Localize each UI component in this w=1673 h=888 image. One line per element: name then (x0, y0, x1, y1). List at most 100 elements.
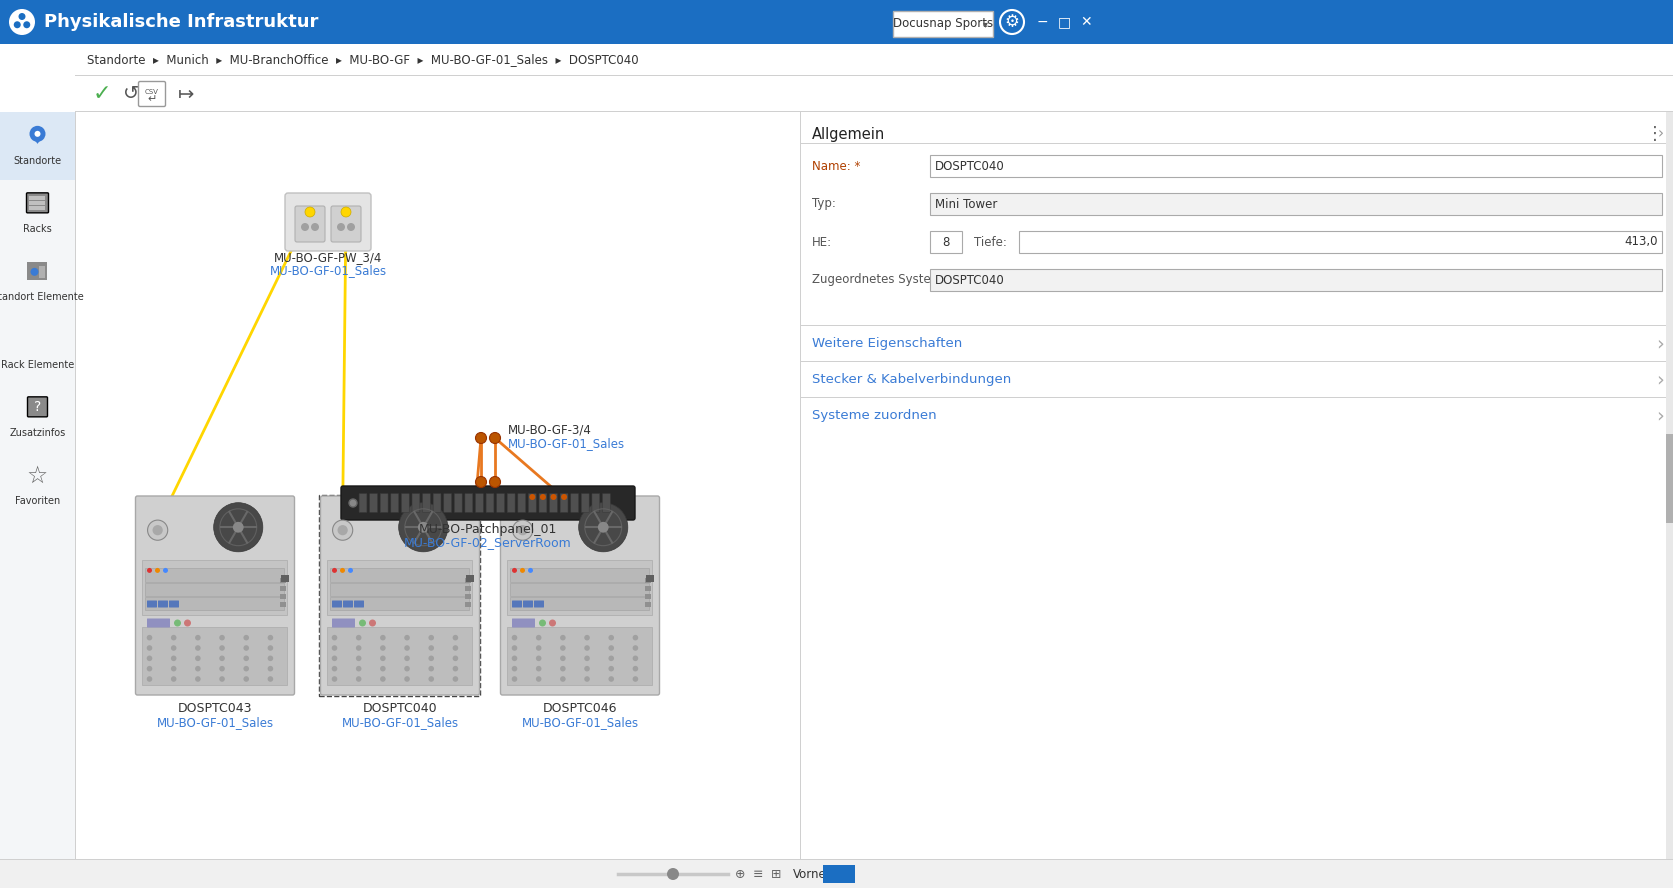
Bar (0, 860, 1673, 888)
Circle shape (219, 655, 224, 662)
Circle shape (147, 666, 152, 671)
Circle shape (512, 666, 517, 671)
Circle shape (584, 646, 589, 651)
Bar (646, 578, 651, 583)
Circle shape (243, 676, 249, 682)
Circle shape (147, 646, 152, 651)
Circle shape (196, 646, 201, 651)
Circle shape (489, 477, 500, 488)
Circle shape (584, 676, 589, 682)
FancyBboxPatch shape (294, 206, 325, 242)
Bar (646, 586, 651, 591)
Text: Rack Elemente: Rack Elemente (2, 360, 74, 370)
Circle shape (171, 635, 176, 640)
Circle shape (517, 525, 527, 535)
Circle shape (579, 503, 627, 551)
FancyBboxPatch shape (602, 494, 611, 512)
FancyBboxPatch shape (390, 494, 398, 512)
Text: ⋮: ⋮ (1645, 125, 1663, 143)
Circle shape (219, 676, 224, 682)
Bar (77, 112, 798, 860)
Circle shape (196, 655, 201, 662)
FancyBboxPatch shape (331, 206, 361, 242)
Text: 8: 8 (942, 235, 949, 249)
Bar (330, 597, 468, 610)
Bar (507, 560, 652, 615)
Bar (30, 202, 45, 205)
Circle shape (171, 676, 176, 682)
Bar (465, 586, 472, 591)
FancyBboxPatch shape (412, 494, 420, 512)
Circle shape (666, 868, 679, 880)
FancyBboxPatch shape (433, 494, 440, 512)
FancyBboxPatch shape (360, 494, 366, 512)
Text: ⚙: ⚙ (1004, 13, 1019, 31)
Circle shape (219, 666, 224, 671)
Text: Standorte: Standorte (13, 156, 62, 166)
Circle shape (452, 646, 458, 651)
FancyBboxPatch shape (507, 494, 515, 512)
Circle shape (268, 646, 273, 651)
Circle shape (147, 635, 152, 640)
FancyBboxPatch shape (169, 600, 179, 607)
Bar (328, 560, 472, 615)
FancyBboxPatch shape (331, 619, 355, 628)
Bar (510, 583, 649, 596)
Text: ☆: ☆ (27, 464, 49, 488)
FancyBboxPatch shape (475, 494, 483, 512)
Text: Physikalische Infrastruktur: Physikalische Infrastruktur (43, 13, 318, 31)
FancyBboxPatch shape (485, 494, 494, 512)
FancyBboxPatch shape (341, 486, 634, 520)
Text: ⊞: ⊞ (770, 868, 781, 881)
FancyBboxPatch shape (380, 494, 388, 512)
Circle shape (18, 13, 25, 20)
Circle shape (403, 646, 410, 651)
Circle shape (560, 646, 565, 651)
Circle shape (529, 494, 535, 500)
Bar (646, 594, 651, 599)
Bar (146, 597, 284, 610)
Text: −: − (1036, 15, 1047, 29)
FancyBboxPatch shape (529, 494, 535, 512)
Bar (142, 627, 288, 685)
Circle shape (475, 432, 487, 443)
Circle shape (341, 207, 351, 217)
FancyBboxPatch shape (549, 494, 557, 512)
Text: Name: *: Name: * (811, 160, 860, 172)
Bar (142, 560, 288, 615)
FancyBboxPatch shape (139, 82, 166, 107)
Circle shape (268, 666, 273, 671)
Circle shape (607, 676, 614, 682)
Circle shape (549, 620, 555, 627)
FancyBboxPatch shape (453, 494, 462, 512)
Text: MU-BO-GF-01_Sales: MU-BO-GF-01_Sales (507, 438, 624, 450)
Circle shape (607, 635, 614, 640)
Circle shape (348, 568, 353, 573)
Text: DOSPTC046: DOSPTC046 (542, 702, 617, 715)
Bar (75, 76, 1673, 112)
Circle shape (171, 666, 176, 671)
Bar (930, 231, 962, 253)
Text: DOSPTC040: DOSPTC040 (935, 274, 1004, 287)
Circle shape (356, 676, 361, 682)
Text: Docusnap Sports: Docusnap Sports (892, 18, 992, 30)
Bar (930, 269, 1661, 291)
FancyBboxPatch shape (522, 600, 532, 607)
Text: ›: › (1655, 370, 1663, 390)
Text: Mini Tower: Mini Tower (935, 197, 997, 210)
FancyBboxPatch shape (343, 600, 353, 607)
Circle shape (358, 620, 366, 627)
Bar (0, 0, 1673, 44)
FancyBboxPatch shape (27, 193, 49, 213)
Circle shape (171, 655, 176, 662)
Circle shape (535, 676, 540, 682)
Bar (892, 11, 992, 37)
Circle shape (560, 494, 567, 500)
Circle shape (243, 666, 249, 671)
Circle shape (147, 676, 152, 682)
Text: Standort Elemente: Standort Elemente (0, 292, 84, 302)
Circle shape (184, 620, 191, 627)
Circle shape (512, 568, 517, 573)
Bar (510, 597, 649, 610)
Circle shape (428, 676, 433, 682)
